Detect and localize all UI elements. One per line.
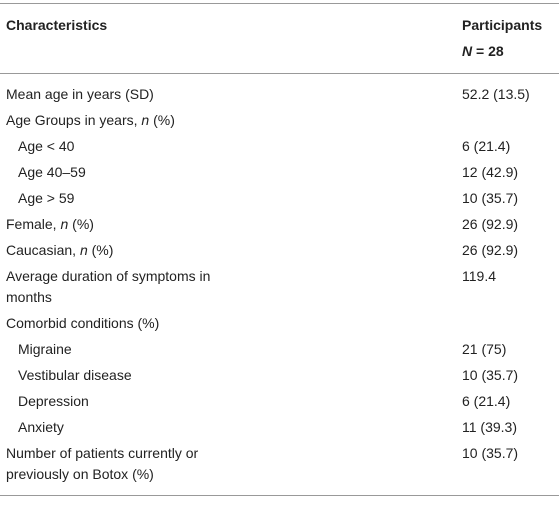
row-label: Mean age in years (SD) bbox=[6, 85, 154, 102]
table-row: Vestibular disease 10 (35.7) bbox=[0, 362, 559, 388]
label-cell: Migraine bbox=[0, 339, 462, 360]
label-cell: Comorbid conditions (%) bbox=[0, 313, 462, 334]
header-participants: Participants bbox=[462, 17, 543, 33]
row-label: Female, n (%) bbox=[6, 215, 94, 232]
value-cell: 26 (92.9) bbox=[462, 241, 519, 258]
value-cell bbox=[462, 313, 559, 334]
value-cell bbox=[462, 110, 559, 131]
table-row: Average duration of symptoms in months 11… bbox=[0, 263, 559, 310]
table-row: Comorbid conditions (%) bbox=[0, 310, 559, 336]
table-header: Characteristics Participants N = 28 bbox=[0, 4, 559, 74]
value-cell: 52.2 (13.5) bbox=[462, 85, 530, 102]
table-row: Age > 59 10 (35.7) bbox=[0, 185, 559, 211]
label-cell: Female, n (%) bbox=[0, 214, 462, 235]
value-cell: 6 (21.4) bbox=[462, 392, 511, 409]
row-label: Age Groups in years, n (%) bbox=[6, 111, 175, 128]
label-cell: Age Groups in years, n (%) bbox=[0, 110, 462, 131]
table-row: Depression 6 (21.4) bbox=[0, 388, 559, 414]
table-body: Mean age in years (SD) 52.2 (13.5) Age Gro… bbox=[0, 74, 559, 495]
row-label: Average duration of symptoms in months bbox=[6, 267, 211, 305]
header-participants-cell: Participants N = 28 bbox=[462, 12, 559, 73]
table-row: Caucasian, n (%) 26 (92.9) bbox=[0, 237, 559, 263]
label-cell: Age 40–59 bbox=[0, 162, 462, 183]
value-cell: 119.4 bbox=[462, 267, 496, 284]
table-row: Age < 40 6 (21.4) bbox=[0, 133, 559, 159]
label-cell: Age < 40 bbox=[0, 136, 462, 157]
value-cell: 6 (21.4) bbox=[462, 137, 511, 154]
value-cell: 26 (92.9) bbox=[462, 215, 519, 232]
label-cell: Age > 59 bbox=[0, 188, 462, 209]
table-row: Age Groups in years, n (%) bbox=[0, 107, 559, 133]
label-cell: Depression bbox=[0, 391, 462, 412]
row-label: Anxiety bbox=[18, 418, 64, 435]
table-row: Female, n (%) 26 (92.9) bbox=[0, 211, 559, 237]
label-cell: Caucasian, n (%) bbox=[0, 240, 462, 261]
label-cell: Anxiety bbox=[0, 417, 462, 438]
table-row: Mean age in years (SD) 52.2 (13.5) bbox=[0, 81, 559, 107]
row-label: Depression bbox=[18, 392, 89, 409]
value-cell: 10 (35.7) bbox=[462, 189, 519, 206]
header-n: N = 28 bbox=[462, 43, 504, 59]
row-label: Age > 59 bbox=[18, 189, 75, 206]
value-cell: 10 (35.7) bbox=[462, 444, 519, 461]
label-cell: Vestibular disease bbox=[0, 365, 462, 386]
row-label: Vestibular disease bbox=[18, 366, 132, 383]
row-label: Number of patients currently or previous… bbox=[6, 444, 199, 482]
header-characteristics: Characteristics bbox=[6, 17, 108, 33]
table: Characteristics Participants N = 28 Mean… bbox=[0, 3, 559, 496]
row-label: Comorbid conditions (%) bbox=[6, 314, 160, 331]
value-cell: 10 (35.7) bbox=[462, 366, 519, 383]
value-cell: 11 (39.3) bbox=[462, 418, 517, 435]
label-cell: Mean age in years (SD) bbox=[0, 84, 462, 105]
row-label: Migraine bbox=[18, 340, 72, 357]
row-label: Age < 40 bbox=[18, 137, 75, 154]
row-label: Caucasian, n (%) bbox=[6, 241, 114, 258]
table-row: Age 40–59 12 (42.9) bbox=[0, 159, 559, 185]
label-cell: Number of patients currently or previous… bbox=[0, 443, 462, 485]
row-label: Age 40–59 bbox=[18, 163, 86, 180]
label-cell: Average duration of symptoms in months bbox=[0, 266, 462, 308]
value-cell: 21 (75) bbox=[462, 340, 507, 357]
table-row: Migraine 21 (75) bbox=[0, 336, 559, 362]
table-row: Anxiety 11 (39.3) bbox=[0, 414, 559, 440]
table-row: Number of patients currently or previous… bbox=[0, 440, 559, 487]
value-cell: 12 (42.9) bbox=[462, 163, 519, 180]
